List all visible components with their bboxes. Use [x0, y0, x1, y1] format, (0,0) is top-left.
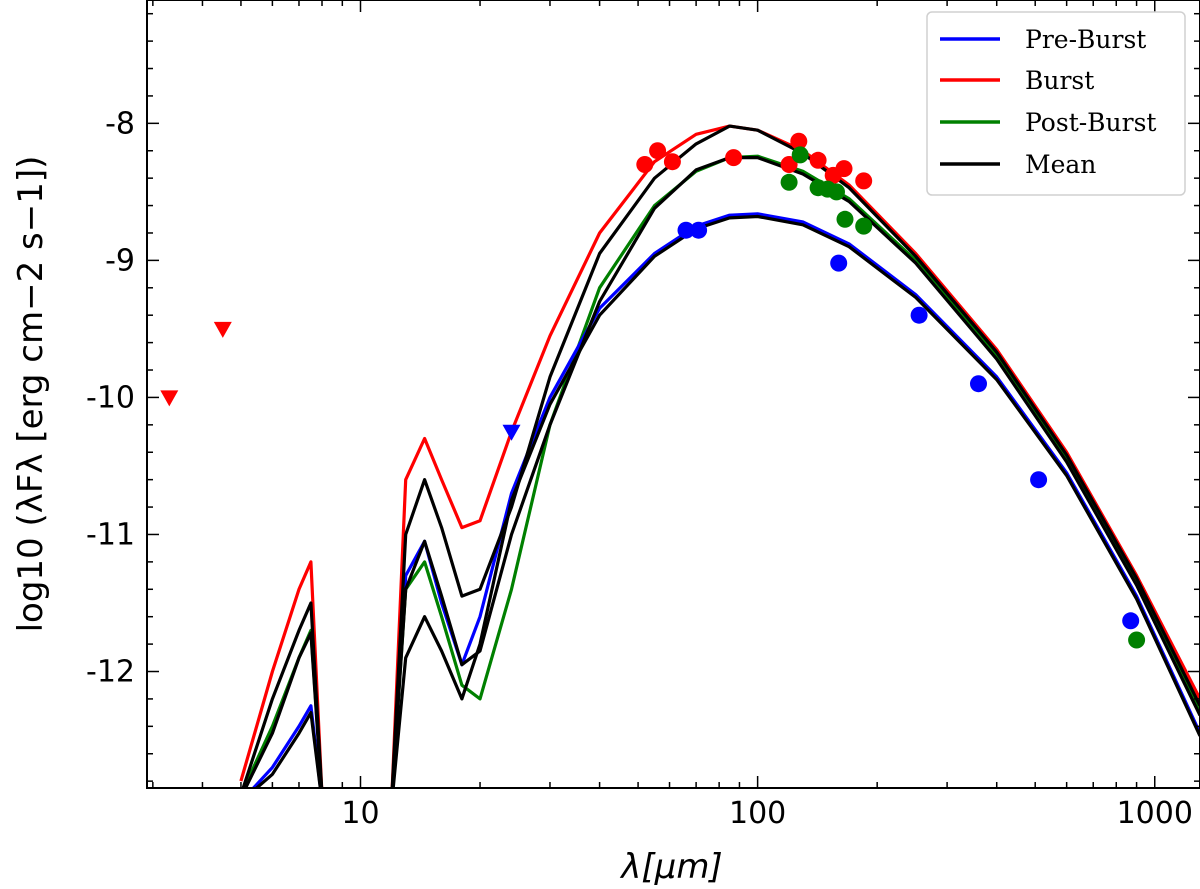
legend-label-mean: Mean	[1025, 150, 1096, 179]
upper-limit-pre-burst	[502, 424, 521, 441]
upper-limit-burst	[160, 390, 179, 407]
series-line-mean-5	[254, 214, 1200, 788]
data-point-pre-burst	[970, 375, 987, 393]
data-point-post-burst	[780, 173, 798, 191]
legend-box	[926, 11, 1186, 196]
data-point-burst	[790, 132, 808, 150]
y-tick-label: -8	[105, 106, 135, 141]
data-point-post-burst	[791, 146, 809, 164]
data-point-post-burst	[855, 217, 873, 235]
data-point-burst	[649, 142, 667, 160]
data-point-pre-burst	[1030, 471, 1048, 489]
plot-frame	[146, 0, 1200, 789]
data-point-pre-burst	[910, 306, 928, 324]
data-point-burst	[835, 160, 853, 178]
legend-label-post-burst: Post-Burst	[1025, 108, 1156, 137]
data-point-burst	[780, 156, 798, 173]
series-line-mean-3	[241, 124, 1200, 788]
y-tick-label: -12	[86, 655, 135, 690]
axis-ticks: 10 100 1000 -8 -9 -10 -11 -12	[86, 0, 1200, 831]
data-point-pre-burst	[690, 221, 708, 239]
series-line-pre-burst-2	[251, 212, 1200, 788]
data-point-post-burst	[1128, 631, 1146, 649]
series-line-post-burst-1	[242, 154, 1200, 788]
data-point-burst	[855, 172, 873, 190]
data-point-burst	[663, 153, 681, 171]
y-tick-label: -11	[86, 517, 135, 552]
x-tick-label: 1000	[1117, 796, 1193, 831]
x-tick-label: 10	[341, 796, 379, 831]
data-point-burst	[809, 151, 827, 169]
data-points	[160, 132, 1146, 649]
data-point-burst	[636, 156, 654, 173]
series-line-burst-0	[239, 124, 1200, 788]
x-axis-label: λ[μm]	[619, 847, 722, 887]
data-point-post-burst	[828, 183, 845, 201]
legend-label-burst: Burst	[1025, 66, 1094, 95]
legend: Pre-Burst Burst Post-Burst Mean	[926, 11, 1186, 196]
y-tick-label: -10	[86, 380, 135, 415]
legend-label-pre-burst: Pre-Burst	[1025, 25, 1146, 54]
data-point-pre-burst	[1122, 612, 1140, 630]
sed-curves	[239, 124, 1200, 788]
data-point-post-burst	[836, 210, 854, 228]
y-tick-label: -9	[105, 243, 135, 278]
x-tick-label: 100	[729, 796, 786, 831]
upper-limit-burst	[213, 321, 232, 338]
y-axis-label: log10 (λFλ [erg cm−2 s−1])	[11, 156, 51, 633]
data-point-pre-burst	[830, 254, 848, 272]
data-point-pre-burst	[677, 221, 695, 239]
series-line-mean-4	[243, 156, 1200, 788]
data-point-burst	[725, 149, 743, 167]
